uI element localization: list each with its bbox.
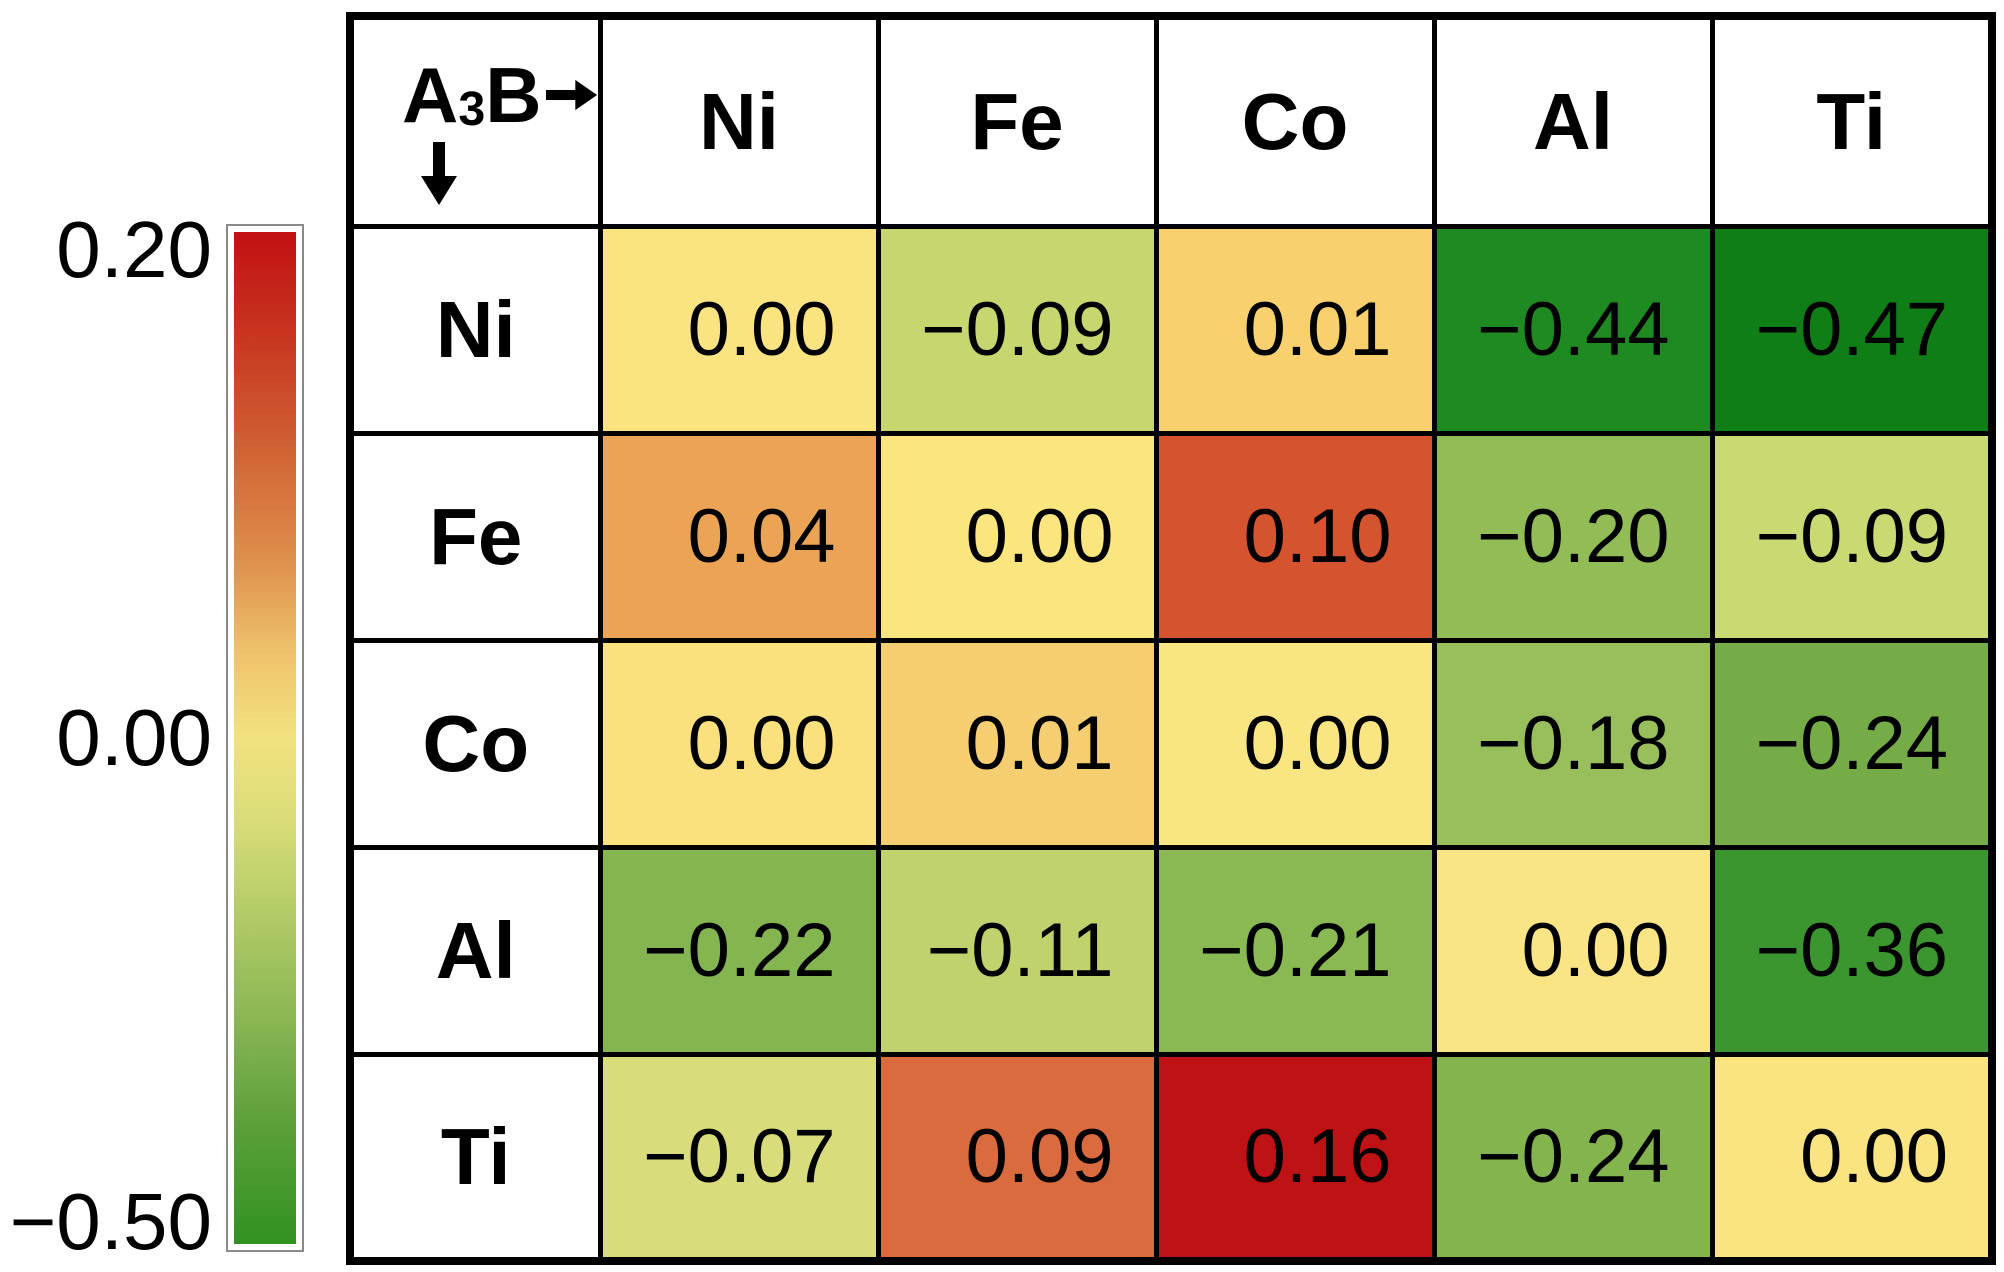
colorbar-min-label: −0.50 — [9, 1177, 212, 1266]
heatmap-cell: −0.20 — [1431, 430, 1715, 643]
column-header-ti: Ti — [1709, 13, 1995, 229]
heatmap-cell: −0.44 — [1431, 223, 1715, 436]
column-header-ni: Ni — [597, 13, 881, 229]
heatmap-cell: −0.21 — [1153, 844, 1437, 1057]
heatmap-cell: 0.09 — [875, 1051, 1159, 1264]
heatmap-cell: 0.00 — [1709, 1051, 1995, 1264]
colorbar-labels: 0.20 0.00 −0.50 — [0, 210, 212, 1262]
column-header-al: Al — [1431, 13, 1715, 229]
heatmap-cell: −0.11 — [875, 844, 1159, 1057]
table-row-ti: Ti −0.07 0.09 0.16 −0.24 0.00 — [347, 1051, 1995, 1264]
down-arrow-icon — [421, 142, 457, 205]
column-header-co: Co — [1153, 13, 1437, 229]
row-header-fe: Fe — [347, 430, 603, 643]
heatmap-cell: −0.24 — [1709, 637, 1995, 850]
row-header-co: Co — [347, 637, 603, 850]
heatmap-cell: 0.00 — [1153, 637, 1437, 850]
heatmap-cell: 0.01 — [1153, 223, 1437, 436]
heatmap-cell: 0.01 — [875, 637, 1159, 850]
colorbar — [226, 224, 304, 1252]
colorbar-max-label: 0.20 — [56, 205, 212, 294]
heatmap-cell: 0.00 — [875, 430, 1159, 643]
heatmap-cell: −0.09 — [875, 223, 1159, 436]
table-row-al: Al −0.22 −0.11 −0.21 0.00 −0.36 — [347, 844, 1995, 1057]
heatmap-cell: −0.47 — [1709, 223, 1995, 436]
right-arrow-icon — [545, 79, 595, 111]
heatmap-cell: 0.00 — [1431, 844, 1715, 1057]
heatmap-cell: −0.24 — [1431, 1051, 1715, 1264]
heatmap-cell: 0.16 — [1153, 1051, 1437, 1264]
heatmap-cell: −0.36 — [1709, 844, 1995, 1057]
table-row-fe: Fe 0.04 0.00 0.10 −0.20 −0.09 — [347, 430, 1995, 643]
heatmap-cell: 0.00 — [597, 223, 881, 436]
heatmap-cell: −0.18 — [1431, 637, 1715, 850]
formula-suffix: B — [485, 51, 542, 139]
heatmap-cell: 0.10 — [1153, 430, 1437, 643]
row-header-al: Al — [347, 844, 603, 1057]
table-row-co: Co 0.00 0.01 0.00 −0.18 −0.24 — [347, 637, 1995, 850]
heatmap-cell: 0.00 — [597, 637, 881, 850]
heatmap-cell: 0.04 — [597, 430, 881, 643]
column-header-fe: Fe — [875, 13, 1159, 229]
formula-prefix: A — [402, 51, 459, 139]
heatmap-cell: −0.22 — [597, 844, 881, 1057]
colorbar-mid-label: 0.00 — [56, 693, 212, 782]
heatmap-cell: −0.09 — [1709, 430, 1995, 643]
table-row-ni: Ni 0.00 −0.09 0.01 −0.44 −0.47 — [347, 223, 1995, 436]
row-header-ti: Ti — [347, 1051, 603, 1264]
heatmap-cell: −0.07 — [597, 1051, 881, 1264]
colorbar-gradient — [234, 232, 296, 1244]
row-header-ni: Ni — [347, 223, 603, 436]
